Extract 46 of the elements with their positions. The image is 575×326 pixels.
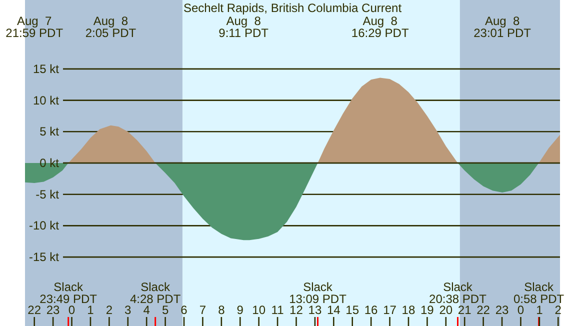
- x-tick-label: 20: [439, 303, 453, 317]
- x-tick-label: 17: [383, 303, 397, 317]
- x-tick-label: 23: [46, 303, 60, 317]
- annotation: Aug 8 23:01 PDT: [474, 14, 532, 40]
- y-tick-label: 15 kt: [32, 62, 60, 76]
- x-tick-label: 4: [143, 303, 150, 317]
- x-tick-label: 2: [106, 303, 113, 317]
- x-tick-label: 3: [124, 303, 132, 317]
- x-tick-label: 7: [199, 303, 206, 317]
- annotation: Aug 8 16:29 PDT: [351, 14, 410, 40]
- annotation: Slack 20:38 PDT: [429, 280, 488, 306]
- annotation: Aug 8 9:11 PDT: [218, 14, 270, 40]
- annotation: Slack 4:28 PDT: [130, 280, 182, 306]
- x-tick-label: 11: [271, 303, 284, 317]
- x-tick-label: 14: [326, 303, 341, 317]
- annotation: Aug 7 21:59 PDT: [6, 14, 64, 40]
- x-tick-label: 2: [554, 303, 562, 317]
- x-tick-label: 9: [236, 303, 244, 317]
- x-tick-label: 0: [517, 303, 524, 317]
- x-tick-label: 22: [28, 303, 42, 317]
- x-tick-label: 21: [458, 303, 472, 317]
- x-tick-label: 10: [252, 303, 266, 317]
- x-tick-label: 1: [87, 303, 94, 317]
- annotation: Slack 0:58 PDT: [513, 280, 565, 306]
- y-tick-label: 10 kt: [32, 93, 60, 108]
- x-tick-label: 18: [402, 303, 416, 317]
- x-tick-label: 6: [180, 303, 188, 317]
- annotation: Slack 23:49 PDT: [40, 280, 98, 306]
- y-tick-label: 5 kt: [40, 124, 60, 139]
- chart-title: Sechelt Rapids, British Columbia Current: [183, 1, 402, 15]
- x-tick-label: 0: [68, 303, 76, 317]
- y-tick-label: -15 kt: [28, 250, 60, 264]
- x-tick-label: 5: [162, 303, 169, 317]
- y-tick-label: -5 kt: [36, 187, 60, 202]
- x-tick-label: 8: [218, 303, 226, 317]
- x-tick-label: 19: [420, 303, 434, 317]
- x-tick-label: 13: [308, 303, 322, 317]
- x-tick-label: 23: [495, 303, 510, 317]
- x-tick-label: 22: [476, 303, 490, 317]
- x-tick-label: 12: [290, 303, 304, 317]
- annotation: Slack 13:09 PDT: [289, 280, 348, 306]
- y-tick-label: -10 kt: [28, 218, 60, 233]
- x-tick-label: 1: [536, 303, 544, 317]
- annotation: Aug 8 2:05 PDT: [85, 14, 137, 40]
- x-tick-label: 15: [346, 303, 360, 317]
- x-tick-label: 16: [364, 303, 378, 317]
